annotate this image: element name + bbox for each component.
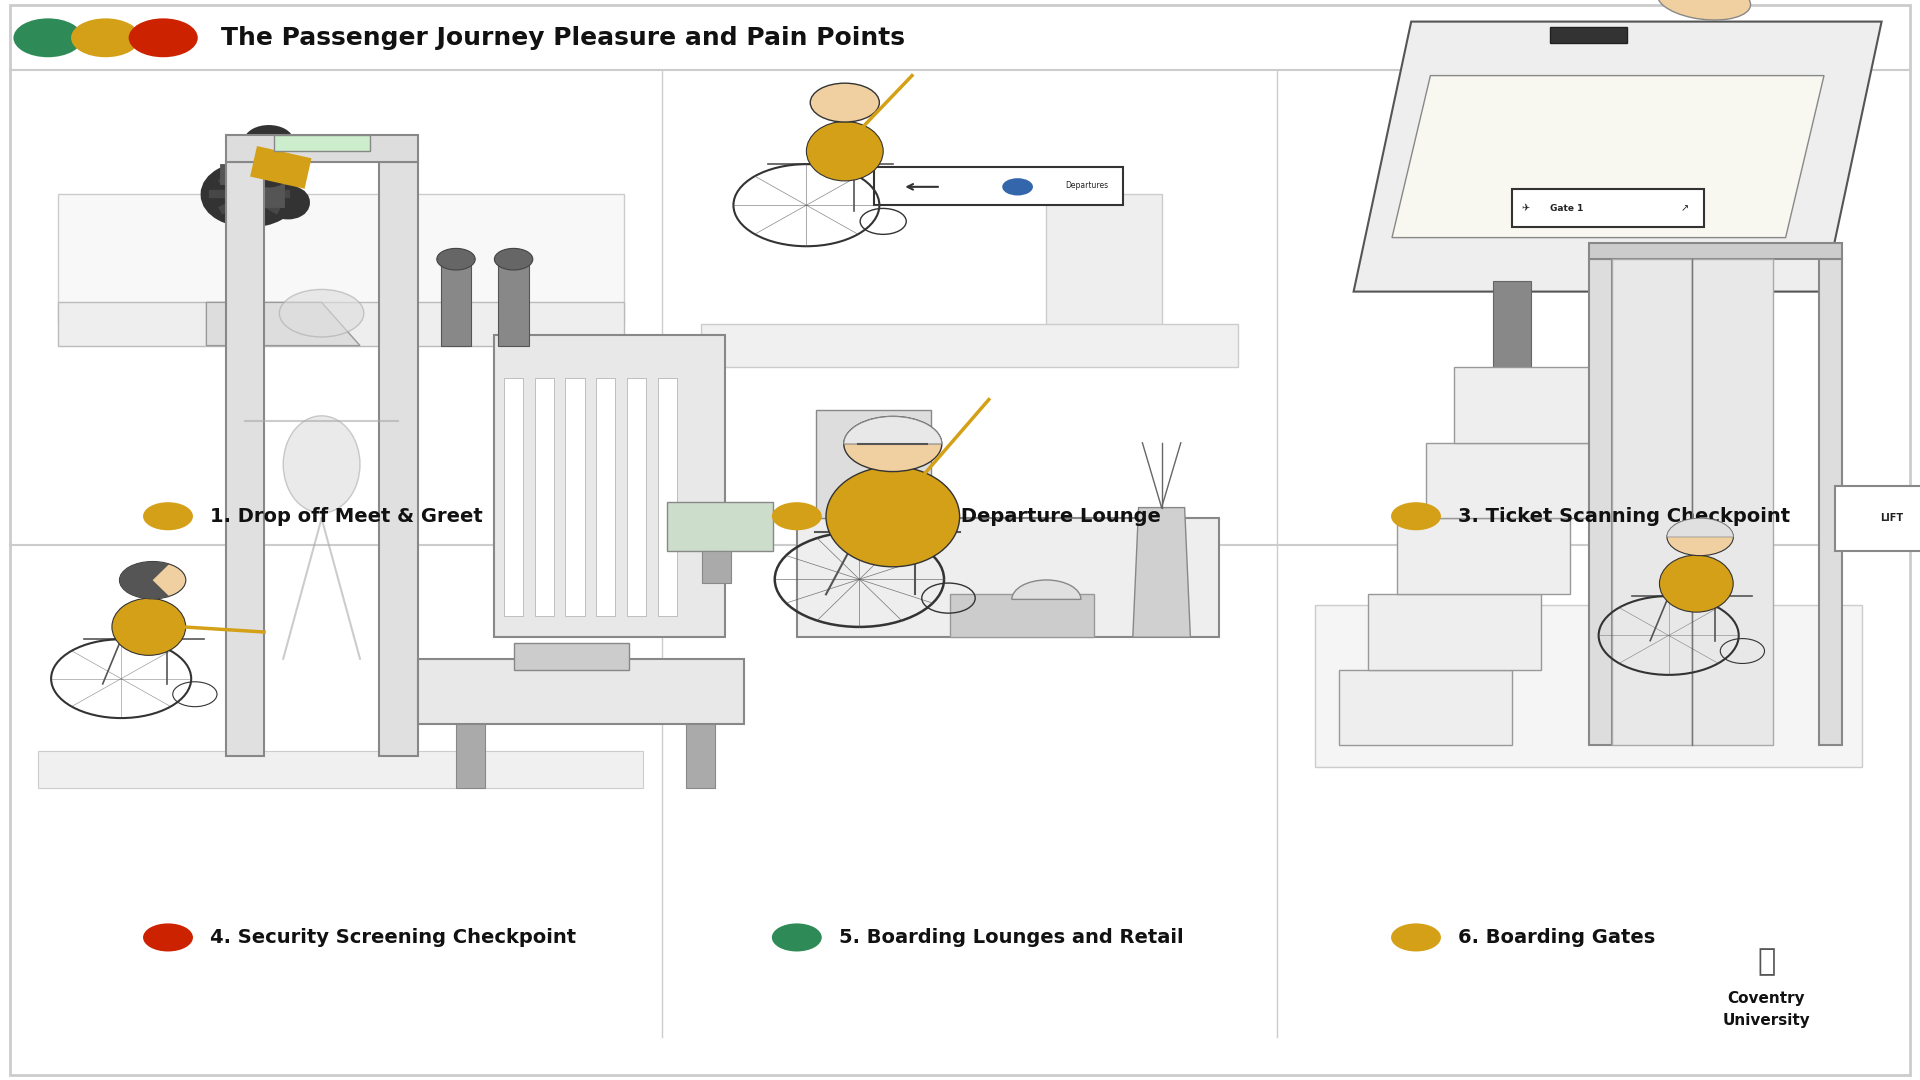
Bar (874, 167, 1123, 205)
Bar (1455, 367, 1628, 443)
Wedge shape (843, 417, 943, 444)
Text: ↗: ↗ (1682, 203, 1690, 214)
Bar (1693, 259, 1774, 745)
Ellipse shape (806, 121, 883, 181)
Bar (1425, 443, 1597, 518)
Bar (1494, 281, 1532, 367)
Text: 5. Boarding Lounges and Retail: 5. Boarding Lounges and Retail (839, 928, 1183, 947)
Bar (1590, 259, 1611, 745)
Text: 🌾: 🌾 (1757, 947, 1776, 975)
Circle shape (119, 562, 186, 598)
Bar (1834, 486, 1920, 551)
Bar (1367, 594, 1540, 670)
Circle shape (1390, 923, 1440, 951)
Circle shape (71, 18, 140, 57)
Circle shape (1667, 518, 1734, 555)
Ellipse shape (111, 598, 186, 656)
Ellipse shape (284, 416, 359, 513)
Text: 6. Boarding Gates: 6. Boarding Gates (1459, 928, 1655, 947)
Bar (503, 378, 522, 616)
Circle shape (1002, 178, 1033, 195)
Bar (950, 594, 1094, 637)
Bar (534, 378, 555, 616)
Bar (497, 259, 528, 346)
Bar (703, 551, 730, 583)
Bar (1551, 27, 1628, 43)
Bar (626, 378, 645, 616)
Bar (1046, 194, 1162, 346)
Wedge shape (1667, 518, 1734, 537)
Text: ✈: ✈ (1521, 203, 1530, 214)
Circle shape (142, 502, 194, 530)
Ellipse shape (1657, 0, 1751, 21)
Text: The Passenger Journey Pleasure and Pain Points: The Passenger Journey Pleasure and Pain … (221, 26, 904, 50)
Bar (513, 643, 628, 670)
Circle shape (810, 83, 879, 122)
Circle shape (772, 923, 822, 951)
Bar (495, 335, 724, 637)
Circle shape (843, 417, 943, 472)
Text: 3. Ticket Scanning Checkpoint: 3. Ticket Scanning Checkpoint (1459, 507, 1789, 526)
Circle shape (772, 502, 822, 530)
Bar (58, 194, 624, 324)
Bar (440, 259, 472, 346)
Bar (1590, 243, 1843, 259)
Bar (1647, 281, 1686, 367)
Bar (58, 302, 624, 346)
Bar (668, 502, 772, 551)
Circle shape (278, 289, 363, 337)
Bar (1398, 518, 1571, 594)
Ellipse shape (250, 152, 288, 183)
Polygon shape (1133, 508, 1190, 637)
Polygon shape (1392, 76, 1824, 238)
Bar (564, 378, 584, 616)
Bar (378, 162, 417, 756)
Bar (38, 751, 643, 788)
Bar (701, 324, 1238, 367)
Circle shape (252, 133, 286, 152)
Text: Departures: Departures (1066, 181, 1108, 190)
Bar (1613, 259, 1693, 745)
Bar (816, 410, 931, 518)
Circle shape (1390, 502, 1440, 530)
Ellipse shape (1659, 555, 1734, 612)
Text: LIFT: LIFT (1880, 513, 1905, 524)
Text: 1. Drop off Meet & Greet: 1. Drop off Meet & Greet (209, 507, 484, 526)
Circle shape (13, 18, 83, 57)
Bar (1315, 605, 1862, 767)
Wedge shape (1012, 580, 1081, 599)
Circle shape (142, 923, 194, 951)
Circle shape (438, 248, 476, 270)
Text: University: University (1722, 1013, 1811, 1028)
Text: Coventry: Coventry (1728, 991, 1805, 1007)
Bar (273, 135, 369, 151)
Bar (1513, 189, 1705, 227)
Text: 2. Arrival / Departure Lounge: 2. Arrival / Departure Lounge (839, 507, 1162, 526)
Bar (225, 135, 417, 162)
Bar (419, 659, 745, 724)
Bar (687, 713, 714, 788)
Circle shape (129, 18, 198, 57)
Bar (1820, 259, 1843, 745)
Text: 4. Security Screening Checkpoint: 4. Security Screening Checkpoint (209, 928, 576, 947)
Polygon shape (205, 302, 361, 346)
Polygon shape (797, 518, 1219, 637)
Circle shape (493, 248, 532, 270)
Polygon shape (1354, 22, 1882, 292)
Wedge shape (119, 562, 169, 598)
Bar (595, 378, 614, 616)
Ellipse shape (826, 467, 960, 567)
Bar (225, 162, 265, 756)
Bar (657, 378, 678, 616)
Bar (1340, 670, 1513, 745)
Text: Gate 1: Gate 1 (1551, 204, 1584, 213)
Bar (457, 713, 484, 788)
